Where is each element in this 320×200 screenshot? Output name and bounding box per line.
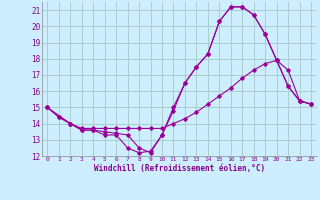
X-axis label: Windchill (Refroidissement éolien,°C): Windchill (Refroidissement éolien,°C): [94, 164, 265, 173]
